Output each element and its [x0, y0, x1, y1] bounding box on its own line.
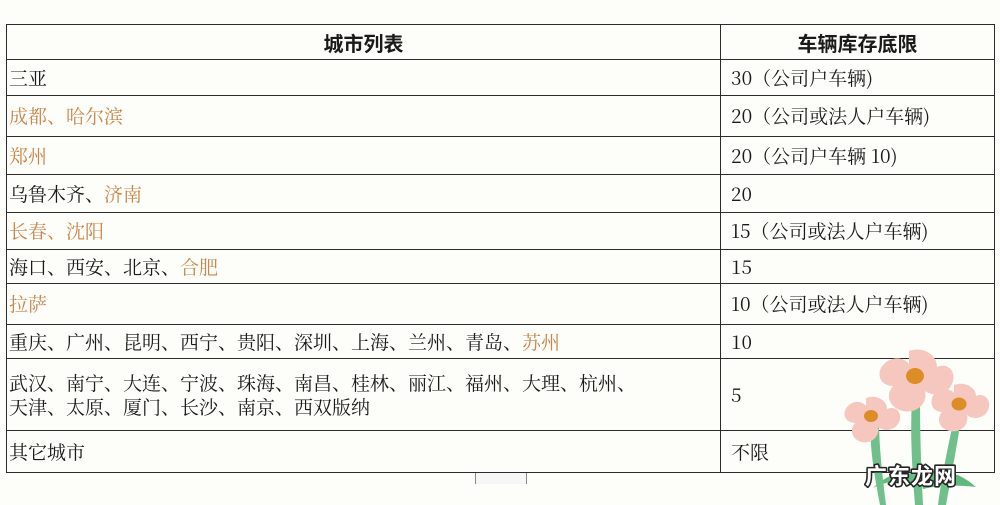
svg-text:广东龙网: 广东龙网 [865, 459, 957, 491]
